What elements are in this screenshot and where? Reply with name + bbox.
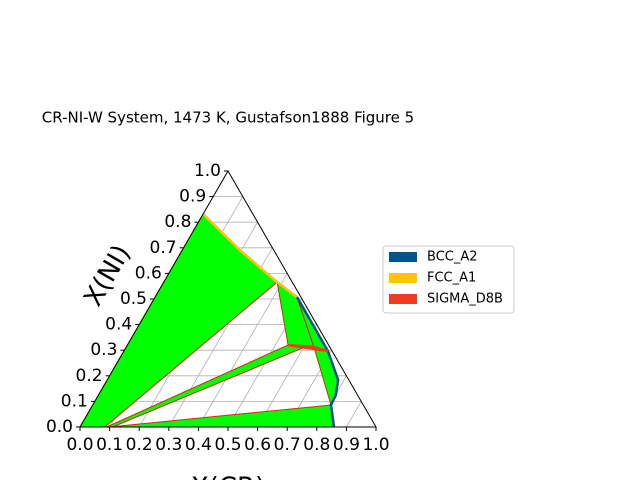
x-tick-label: 0.4 [185, 435, 212, 455]
y-tick-label: 0.9 [179, 187, 206, 207]
legend-label: FCC_A1 [427, 271, 476, 286]
legend-swatch [389, 252, 417, 262]
phase-boundary [295, 296, 340, 428]
phase-boundary [202, 213, 298, 298]
x-tick-label: 0.9 [333, 435, 360, 455]
x-tick-label: 0.8 [303, 435, 330, 455]
x-tick-label: 0.2 [126, 435, 153, 455]
phase-boundary [287, 343, 329, 353]
legend-swatch [389, 294, 417, 304]
y-tick-label: 0.1 [61, 391, 88, 411]
grid-line [346, 401, 362, 428]
y-tick-label: 0.4 [105, 315, 132, 335]
x-tick-label: 0.6 [244, 435, 271, 455]
x-tick-label: 0.5 [214, 435, 241, 455]
legend-label: SIGMA_D8B [427, 292, 503, 307]
y-tick-label: 1.0 [194, 161, 221, 181]
x-tick-label: 0.7 [274, 435, 301, 455]
x-tick-label: 0.3 [155, 435, 182, 455]
legend-swatch [389, 273, 417, 283]
y-tick-label: 0.5 [120, 289, 147, 309]
y-tick-label: 0.7 [150, 238, 177, 258]
x-tick-label: 0.1 [96, 435, 123, 455]
y-tick-label: 0.8 [164, 212, 191, 232]
x-tick-label: 0.0 [66, 435, 93, 455]
y-tick-label: 0.3 [90, 340, 117, 360]
chart-title: CR-NI-W System, 1473 K, Gustafson1888 Fi… [42, 109, 414, 127]
y-tick-label: 0.6 [135, 263, 162, 283]
y-tick-label: 0.2 [76, 366, 103, 386]
x-tick-label: 1.0 [362, 435, 389, 455]
legend-label: BCC_A2 [427, 250, 478, 265]
two-phase-region [109, 404, 335, 428]
y-tick-label: 0.0 [46, 417, 73, 437]
x-axis-label: X(CR) [191, 473, 265, 480]
